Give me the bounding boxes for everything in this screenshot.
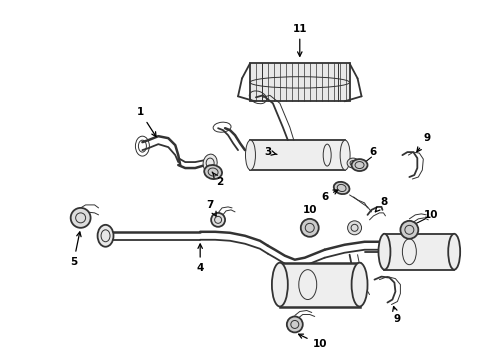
- Ellipse shape: [340, 140, 349, 170]
- Ellipse shape: [351, 263, 367, 306]
- Text: 6: 6: [368, 147, 375, 157]
- Bar: [279, 263, 359, 306]
- Ellipse shape: [300, 219, 318, 237]
- Ellipse shape: [204, 165, 222, 179]
- Ellipse shape: [447, 234, 459, 270]
- Ellipse shape: [271, 263, 287, 306]
- Ellipse shape: [400, 221, 417, 239]
- Text: 4: 4: [196, 244, 203, 273]
- Ellipse shape: [71, 208, 90, 228]
- Bar: [249, 63, 349, 101]
- Text: 2: 2: [212, 172, 224, 187]
- Text: 10: 10: [302, 205, 316, 215]
- Ellipse shape: [211, 213, 224, 227]
- Text: 9: 9: [416, 133, 430, 152]
- Bar: [250, 140, 345, 170]
- Text: 5: 5: [70, 232, 81, 267]
- Bar: [384, 234, 453, 270]
- Text: 11: 11: [292, 24, 306, 56]
- Text: 8: 8: [375, 197, 387, 212]
- Text: 1: 1: [137, 107, 156, 137]
- Ellipse shape: [98, 225, 113, 247]
- Ellipse shape: [378, 234, 389, 270]
- Ellipse shape: [347, 221, 361, 235]
- Text: 3: 3: [264, 147, 276, 157]
- Text: 10: 10: [298, 334, 326, 349]
- Text: 6: 6: [321, 190, 337, 202]
- Text: 10: 10: [423, 210, 438, 220]
- Ellipse shape: [203, 154, 217, 172]
- Ellipse shape: [351, 159, 367, 171]
- Ellipse shape: [346, 158, 358, 168]
- Text: 9: 9: [392, 306, 400, 324]
- Ellipse shape: [333, 182, 349, 194]
- Text: 7: 7: [206, 200, 216, 216]
- Ellipse shape: [245, 140, 255, 170]
- Ellipse shape: [286, 316, 302, 332]
